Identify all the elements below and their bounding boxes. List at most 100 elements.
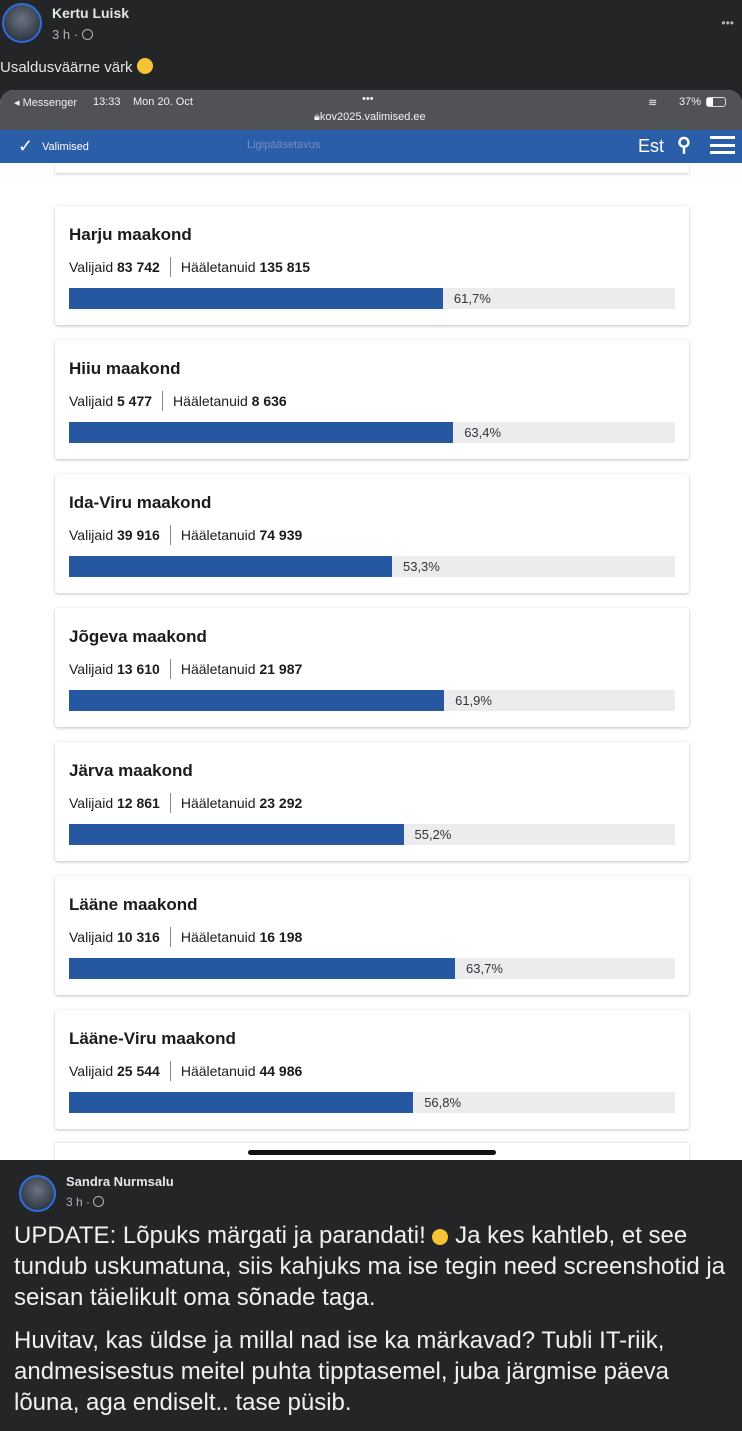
previous-card-edge: [55, 163, 689, 173]
turnout-bar-fill: [69, 690, 445, 711]
globe-icon: [81, 29, 93, 40]
turnout-percent: 53,3%: [402, 559, 440, 574]
turnout-bar-fill: [69, 958, 456, 979]
voted-label: Hääletanuid: [173, 393, 248, 409]
device-status-bar: ◂ Messenger 13:33 Mon 20. Oct ••• ≋ 37% …: [0, 90, 742, 130]
region-card: Lääne maakond Valijaid 10 316 Hääletanuid…: [55, 876, 689, 995]
voters-label: Valijaid: [69, 929, 114, 945]
grinning-emoji-icon: [432, 1229, 449, 1245]
url-text: kov2025.valimised.ee: [319, 111, 426, 123]
voted-value: 8 636: [251, 393, 287, 409]
voted-value: 135 815: [259, 259, 311, 275]
turnout-bar: 63,7%: [69, 958, 675, 979]
voters-value: 5 477: [117, 393, 153, 409]
valimised-logo-icon: ✓: [18, 136, 34, 156]
voted-value: 44 986: [259, 1063, 303, 1079]
region-stats: Valijaid 25 544 Hääletanuid 44 986: [69, 1061, 303, 1081]
grinning-emoji-icon: [136, 58, 153, 74]
turnout-bar-fill: [69, 824, 404, 845]
divider: [169, 927, 171, 947]
voted-label: Hääletanuid: [180, 795, 256, 811]
region-stats: Valijaid 13 610 Hääletanuid 21 987: [69, 659, 303, 679]
divider: [169, 793, 171, 813]
voted-label: Hääletanuid: [180, 1063, 256, 1079]
divider: [169, 659, 171, 679]
region-card: Hiiu maakond Valijaid 5 477 Hääletanuid 8…: [55, 340, 689, 459]
shared-author-name[interactable]: Sandra Nurmsalu: [66, 1174, 174, 1189]
screenshot-image[interactable]: ◂ Messenger 13:33 Mon 20. Oct ••• ≋ 37% …: [0, 90, 742, 1160]
region-card: Lääne-Viru maakond Valijaid 25 544 Häälet…: [55, 1010, 689, 1129]
turnout-bar-fill: [69, 1092, 414, 1113]
post-time[interactable]: 3 h ·: [52, 27, 79, 42]
search-icon[interactable]: ⚲: [677, 135, 691, 156]
turnout-bar-fill: [69, 556, 392, 577]
shared-post-meta: 3 h ·: [66, 1195, 105, 1209]
site-header: ✓ Valimised Ligipääsetavus Est ⚲: [0, 130, 742, 163]
menu-icon[interactable]: [710, 136, 735, 154]
author-name[interactable]: Kertu Luisk: [52, 5, 130, 21]
turnout-bar-fill: [69, 288, 443, 309]
divider: [169, 257, 171, 277]
region-card: Jõgeva maakond Valijaid 13 610 Hääletanui…: [55, 608, 689, 727]
region-name: Jõgeva maakond: [69, 627, 207, 646]
voters-value: 83 742: [117, 259, 160, 275]
voters-label: Valijaid: [69, 259, 114, 275]
region-card: Järva maakond Valijaid 12 861 Hääletanuid…: [55, 742, 689, 861]
shared-author-avatar[interactable]: [19, 1175, 56, 1212]
region-name: Järva maakond: [69, 761, 193, 780]
divider: [162, 391, 164, 411]
voted-value: 16 198: [259, 929, 303, 945]
p1-end: Ja kes kahtleb, et see tundub uskumatuna…: [14, 1222, 726, 1311]
turnout-bar: 61,7%: [69, 288, 675, 309]
shared-post: Sandra Nurmsalu 3 h · UPDATE: Lõpuks mär…: [0, 1160, 742, 1431]
home-indicator: [248, 1150, 496, 1155]
turnout-bar-fill: [69, 422, 454, 443]
url-bar: 🔒︎kov2025.valimised.ee: [314, 111, 426, 123]
region-name: Harju maakond: [69, 225, 192, 244]
turnout-percent: 61,7%: [453, 291, 491, 306]
voted-value: 21 987: [259, 661, 303, 677]
region-name: Lääne-Viru maakond: [69, 1029, 236, 1048]
region-stats: Valijaid 5 477 Hääletanuid 8 636: [69, 391, 287, 411]
voted-label: Hääletanuid: [180, 929, 256, 945]
region-card: Ida-Viru maakond Valijaid 39 916 Hääletan…: [55, 474, 689, 593]
region-name: Ida-Viru maakond: [69, 493, 212, 512]
region-stats: Valijaid 10 316 Hääletanuid 16 198: [69, 927, 303, 947]
accessibility-link[interactable]: Ligipääsetavus: [247, 139, 321, 151]
regions-list: Harju maakond Valijaid 83 742 Hääletanuid…: [0, 163, 742, 1160]
divider: [169, 525, 171, 545]
region-stats: Valijaid 83 742 Hääletanuid 135 815: [69, 257, 311, 277]
back-to-messenger: ◂ Messenger: [14, 97, 77, 109]
globe-icon: [93, 1196, 105, 1207]
site-logo[interactable]: Valimised: [42, 141, 89, 153]
voters-label: Valijaid: [69, 1063, 114, 1079]
post-text-content: Usaldusväärne värk: [0, 59, 133, 76]
dots: •••: [362, 93, 374, 105]
more-options-button[interactable]: •••: [721, 16, 734, 30]
language-select[interactable]: Est: [638, 136, 665, 156]
voted-label: Hääletanuid: [180, 259, 256, 275]
voters-value: 25 544: [117, 1063, 160, 1079]
voted-label: Hääletanuid: [180, 661, 256, 677]
shared-post-paragraph-1: UPDATE: Lõpuks märgati ja parandati! Ja …: [14, 1220, 736, 1313]
region-stats: Valijaid 39 916 Hääletanuid 74 939: [69, 525, 302, 545]
voters-value: 12 861: [117, 795, 160, 811]
turnout-bar: 61,9%: [69, 690, 675, 711]
p1-start: UPDATE: Lõpuks märgati ja parandati!: [14, 1222, 426, 1249]
region-stats: Valijaid 12 861 Hääletanuid 23 292: [69, 793, 302, 813]
turnout-bar: 53,3%: [69, 556, 675, 577]
shared-post-paragraph-2: Huvitav, kas üldse ja millal nad ise ka …: [14, 1327, 670, 1416]
turnout-bar: 55,2%: [69, 824, 675, 845]
author-avatar[interactable]: [2, 3, 42, 43]
voters-label: Valijaid: [69, 661, 114, 677]
turnout-percent: 63,4%: [464, 425, 502, 440]
region-card: Harju maakond Valijaid 83 742 Hääletanuid…: [55, 206, 689, 325]
turnout-percent: 61,9%: [455, 693, 492, 708]
shared-post-time[interactable]: 3 h ·: [66, 1195, 91, 1209]
voters-value: 10 316: [117, 929, 160, 945]
post-text: Usaldusväärne värk: [0, 58, 153, 76]
battery-icon: [706, 97, 726, 107]
voters-label: Valijaid: [69, 527, 114, 543]
turnout-bar: 56,8%: [69, 1092, 675, 1113]
battery-percent: 37%: [679, 96, 702, 108]
